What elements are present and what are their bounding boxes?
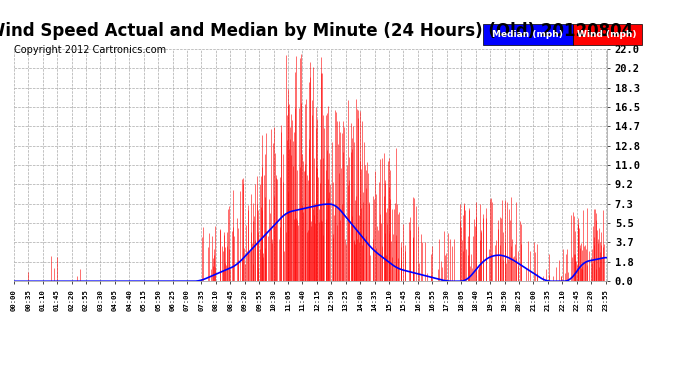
Text: Median (mph): Median (mph) <box>493 30 563 39</box>
Text: Wind Speed Actual and Median by Minute (24 Hours) (Old) 20120804: Wind Speed Actual and Median by Minute (… <box>0 22 633 40</box>
Text: Wind (mph): Wind (mph) <box>578 30 637 39</box>
Text: Copyright 2012 Cartronics.com: Copyright 2012 Cartronics.com <box>14 45 166 55</box>
